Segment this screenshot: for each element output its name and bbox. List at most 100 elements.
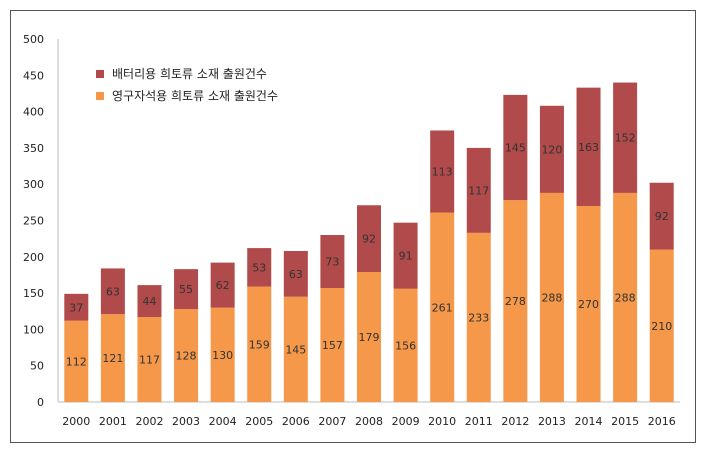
bar-segment bbox=[613, 192, 638, 402]
data-label: 152 bbox=[615, 132, 636, 145]
data-label: 159 bbox=[249, 338, 270, 351]
bar-segment bbox=[64, 320, 89, 402]
bar-segment bbox=[210, 307, 235, 402]
data-label: 233 bbox=[468, 311, 489, 324]
bar-segment bbox=[613, 82, 638, 193]
bar-segment bbox=[430, 130, 455, 213]
bar-segment bbox=[100, 314, 125, 402]
legend-label: 영구자석용 희토류 소재 출원건수 bbox=[112, 89, 278, 103]
bar-segment bbox=[503, 94, 528, 201]
x-tick-label: 2001 bbox=[99, 415, 127, 428]
bar-segment bbox=[649, 182, 674, 250]
bar-segment bbox=[576, 205, 601, 402]
bar-segment bbox=[466, 232, 491, 402]
bar-segment bbox=[539, 192, 564, 402]
bar-segment bbox=[320, 288, 345, 402]
data-label: 130 bbox=[212, 349, 233, 362]
y-tick-label: 150 bbox=[23, 287, 44, 300]
y-tick-label: 450 bbox=[23, 69, 44, 82]
data-label: 179 bbox=[359, 331, 380, 344]
x-tick-label: 2007 bbox=[318, 415, 346, 428]
x-tick-label: 2002 bbox=[135, 415, 163, 428]
bar-segment bbox=[576, 87, 601, 206]
axes: 0 50 100 150 200 250 300 350 400 450 500 2000 2001 20… bbox=[23, 33, 680, 428]
x-tick-label: 2009 bbox=[392, 415, 420, 428]
data-label: 117 bbox=[139, 354, 160, 367]
data-label: 163 bbox=[578, 141, 599, 154]
data-label: 270 bbox=[578, 298, 599, 311]
x-tick-label: 2014 bbox=[575, 415, 603, 428]
x-tick-label: 2004 bbox=[209, 415, 237, 428]
y-tick-label: 100 bbox=[23, 323, 44, 336]
bar-segment bbox=[503, 200, 528, 402]
bar-segment bbox=[393, 222, 418, 289]
bar-segment bbox=[100, 268, 125, 315]
bar-segment bbox=[283, 250, 308, 297]
x-tick-label: 2003 bbox=[172, 415, 200, 428]
data-label: 63 bbox=[289, 268, 303, 281]
x-tick-label: 2008 bbox=[355, 415, 383, 428]
data-label: 112 bbox=[66, 355, 87, 368]
data-label: 73 bbox=[325, 256, 339, 269]
x-tick-label: 2011 bbox=[465, 415, 493, 428]
y-tick-label: 400 bbox=[23, 106, 44, 119]
bar-segment bbox=[137, 317, 162, 402]
data-label: 261 bbox=[432, 301, 453, 314]
data-label: 113 bbox=[432, 165, 453, 178]
data-label: 157 bbox=[322, 339, 343, 352]
data-label: 63 bbox=[106, 285, 120, 298]
y-tick-label: 0 bbox=[37, 396, 44, 409]
bar-segment bbox=[539, 105, 564, 193]
bar-segment bbox=[649, 249, 674, 402]
x-tick-label: 2006 bbox=[282, 415, 310, 428]
x-tick-label: 2016 bbox=[648, 415, 676, 428]
data-label: 62 bbox=[216, 279, 230, 292]
y-tick-label: 200 bbox=[23, 251, 44, 264]
y-tick-label: 350 bbox=[23, 142, 44, 155]
data-label: 117 bbox=[468, 184, 489, 197]
data-label: 121 bbox=[102, 352, 123, 365]
bars: 112 37 121 63 117 44 128 55 130 62 159 53 145 63 157 73… bbox=[64, 82, 674, 402]
data-label: 288 bbox=[541, 291, 562, 304]
bar-segment bbox=[174, 269, 199, 310]
legend-swatch bbox=[96, 70, 104, 78]
bar-segment bbox=[393, 288, 418, 402]
x-tick-label: 2000 bbox=[62, 415, 90, 428]
data-label: 44 bbox=[142, 295, 156, 308]
data-label: 120 bbox=[541, 143, 562, 156]
y-tick-label: 300 bbox=[23, 178, 44, 191]
data-label: 145 bbox=[505, 142, 526, 155]
legend-swatch bbox=[96, 92, 104, 100]
bar-segment bbox=[210, 262, 235, 308]
bar-segment bbox=[137, 285, 162, 318]
x-tick-label: 2013 bbox=[538, 415, 566, 428]
bar-segment bbox=[283, 296, 308, 402]
data-label: 210 bbox=[651, 320, 672, 333]
data-label: 92 bbox=[655, 210, 669, 223]
data-label: 91 bbox=[399, 250, 413, 263]
data-label: 145 bbox=[285, 343, 306, 356]
bar-segment bbox=[247, 286, 272, 402]
bar-segment bbox=[357, 272, 381, 402]
x-tick-label: 2010 bbox=[428, 415, 456, 428]
data-label: 278 bbox=[505, 295, 526, 308]
y-tick-label: 50 bbox=[30, 360, 44, 373]
legend-label: 배터리용 희토류 소재 출원건수 bbox=[112, 67, 267, 81]
bar-segment bbox=[430, 212, 455, 402]
bar-segment bbox=[174, 309, 199, 402]
data-label: 37 bbox=[69, 301, 83, 314]
bar-segment bbox=[466, 147, 491, 233]
bar-segment bbox=[247, 248, 272, 287]
bar-segment bbox=[357, 205, 381, 273]
data-label: 55 bbox=[179, 283, 193, 296]
bar-segment bbox=[320, 235, 345, 289]
y-tick-label: 500 bbox=[23, 33, 44, 46]
data-label: 92 bbox=[362, 233, 376, 246]
x-tick-label: 2015 bbox=[611, 415, 639, 428]
x-tick-label: 2012 bbox=[501, 415, 529, 428]
data-label: 128 bbox=[176, 350, 197, 363]
data-label: 156 bbox=[395, 339, 416, 352]
data-label: 288 bbox=[615, 291, 636, 304]
